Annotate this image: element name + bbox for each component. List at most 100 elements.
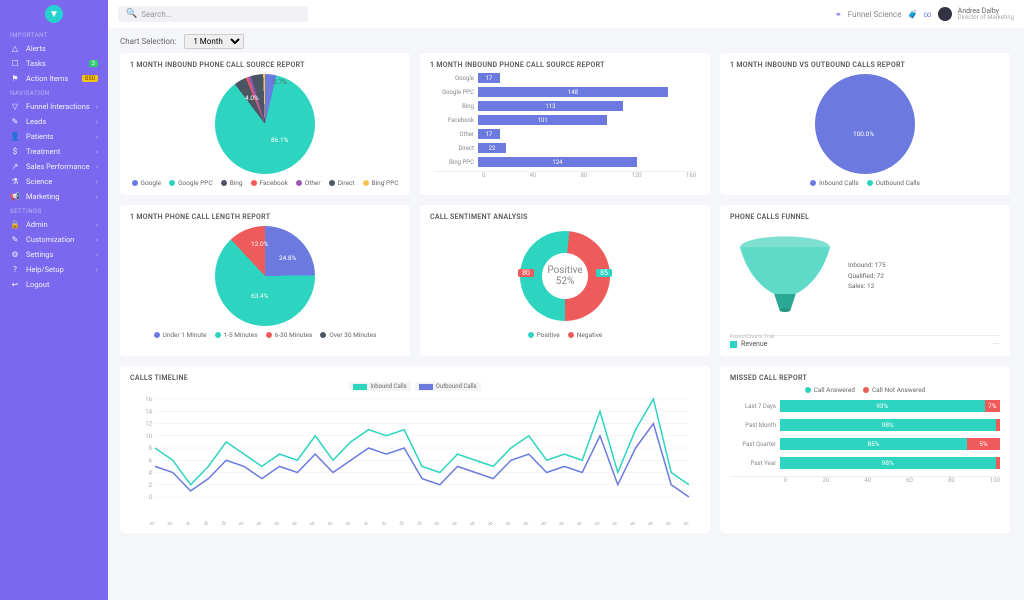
search-placeholder: Search... <box>141 10 172 19</box>
hbar-row: Facebook101 <box>434 115 696 125</box>
legend-label: Facebook <box>260 179 288 187</box>
legend-item[interactable]: Under 1 Minute <box>154 331 207 339</box>
legend-item[interactable]: Inbound Calls <box>349 382 410 391</box>
nav-item-tasks[interactable]: ☐Tasks3 <box>0 56 108 71</box>
hbar-label: Google <box>434 75 478 82</box>
legend-item[interactable]: Facebook <box>251 179 288 187</box>
funnel-stage-label: Qualified: 72 <box>848 271 886 281</box>
nav-label: Action Items <box>26 74 68 83</box>
chart-selection-select[interactable]: 1 Month <box>184 34 244 49</box>
svg-text:12: 12 <box>145 420 152 427</box>
nav-icon: △ <box>10 44 20 53</box>
card-title: 1 MONTH INBOUND PHONE CALL SOURCE REPORT <box>430 61 700 69</box>
svg-text:Sep 1st: Sep 1st <box>373 520 389 524</box>
legend-item[interactable]: Outbound Calls <box>867 179 920 187</box>
nav-label: Funnel Interactions <box>26 102 90 111</box>
pie-value-label: 4.0% <box>245 94 259 102</box>
card-title: 1 MONTH PHONE CALL LENGTH REPORT <box>130 213 400 221</box>
nav-item-customization[interactable]: ✎Customization› <box>0 232 108 247</box>
legend-item[interactable]: Positive <box>528 331 560 339</box>
nav-item-sales-performance[interactable]: ↗Sales Performance› <box>0 159 108 174</box>
more-icon[interactable]: ⋯ <box>993 340 1000 348</box>
nav-item-leads[interactable]: ✎Leads› <box>0 114 108 129</box>
legend-item[interactable]: Bing <box>221 179 243 187</box>
legend: Google Google PPC Bing Facebook Other Direct B… <box>130 179 400 187</box>
avatar[interactable] <box>938 7 952 21</box>
svg-text:Aug 19th: Aug 19th <box>139 520 157 524</box>
nav-item-action-items[interactable]: ⚑Action Items850 <box>0 71 108 86</box>
nav-label: Tasks <box>26 59 46 68</box>
missed-label: Past Year <box>730 460 780 467</box>
svg-text:Aug 31st: Aug 31st <box>353 520 371 524</box>
legend-item[interactable]: Google PPC <box>169 179 213 187</box>
legend-item[interactable]: Google <box>132 179 162 187</box>
legend-swatch <box>528 332 534 338</box>
svg-text:Aug 23rd: Aug 23rd <box>210 520 228 524</box>
nav-item-admin[interactable]: 🔒Admin› <box>0 217 108 232</box>
donut-right-value: 85 <box>596 269 612 277</box>
svg-text:10: 10 <box>145 432 152 439</box>
nav-item-patients[interactable]: 👤Patients› <box>0 129 108 144</box>
legend-label: Bing <box>230 179 243 187</box>
svg-text:Sep 15th: Sep 15th <box>620 520 637 524</box>
legend-item[interactable]: Inbound Calls <box>810 179 858 187</box>
nav-icon: ⚑ <box>10 74 20 83</box>
nav-section-title: IMPORTANT <box>0 28 108 41</box>
nav-item-logout[interactable]: ↩Logout <box>0 277 108 292</box>
link-icon[interactable]: ∞ <box>923 10 931 19</box>
svg-text:Aug 25th: Aug 25th <box>246 520 264 524</box>
axis-tick: 80 <box>581 172 588 179</box>
svg-text:Sep 16th: Sep 16th <box>638 520 655 524</box>
legend-label: Outbound Calls <box>876 179 920 187</box>
missed-label: Past Month <box>730 422 780 429</box>
legend-item[interactable]: Call Answered <box>805 386 855 394</box>
nav-label: Customization <box>26 235 74 244</box>
axis-tick: 0 <box>482 172 485 179</box>
hbar-row: Bing PPC124 <box>434 157 696 167</box>
axis-tick: 40 <box>530 172 537 179</box>
svg-text:6: 6 <box>149 457 153 464</box>
legend-item[interactable]: Direct <box>329 179 355 187</box>
svg-text:Aug 28th: Aug 28th <box>299 520 317 524</box>
chevron-right-icon: › <box>96 236 98 244</box>
legend-item[interactable]: Negative <box>568 331 603 339</box>
legend-item[interactable]: Bing PPC <box>363 179 399 187</box>
nav-item-treatment[interactable]: $Treatment› <box>0 144 108 159</box>
hbar-label: Bing PPC <box>434 159 478 166</box>
legend-item[interactable]: Outbound Calls <box>415 382 481 391</box>
nav-icon: 👤 <box>10 132 20 141</box>
legend-item[interactable]: Call Not Answered <box>863 386 925 394</box>
legend-item[interactable]: 6-30 Minutes <box>266 331 313 339</box>
brand-label[interactable]: Funnel Science <box>848 10 902 19</box>
pie-value-label: 0.7% <box>273 78 287 86</box>
pie-chart: 100.0% <box>815 74 915 174</box>
missed-not-answered <box>996 419 1000 431</box>
nav-item-alerts[interactable]: △Alerts <box>0 41 108 56</box>
hbar-label: Direct <box>434 145 478 152</box>
main: 🔍 Search... ⚭ Funnel Science 🧳 ∞ Andrea … <box>108 0 1024 600</box>
search-icon: 🔍 <box>126 9 137 19</box>
hbar-row: Google PPC148 <box>434 87 696 97</box>
legend-item[interactable]: Other <box>296 179 321 187</box>
legend-item[interactable]: Over 30 Minutes <box>320 331 376 339</box>
legend-swatch <box>320 332 326 338</box>
people-icon[interactable]: ⚭ <box>835 10 842 19</box>
svg-text:Sep 6th: Sep 6th <box>461 520 477 524</box>
svg-text:4: 4 <box>149 469 153 476</box>
nav-icon: ☐ <box>10 59 20 68</box>
pie-value-label: 24.8% <box>279 254 296 262</box>
card-title: 1 MONTH INBOUND PHONE CALL SOURCE REPORT <box>130 61 400 69</box>
nav-item-help-setup[interactable]: ?Help/Setup› <box>0 262 108 277</box>
nav-item-settings[interactable]: ⚙Settings› <box>0 247 108 262</box>
search-input[interactable]: 🔍 Search... <box>118 6 308 22</box>
logo[interactable]: ▼ <box>0 0 108 28</box>
nav-item-science[interactable]: ⚗Science› <box>0 174 108 189</box>
svg-text:Sep 10th: Sep 10th <box>531 520 548 524</box>
nav-item-marketing[interactable]: 📢Marketing› <box>0 189 108 204</box>
nav-item-funnel-interactions[interactable]: ▽Funnel Interactions› <box>0 99 108 114</box>
pie-chart: 0.7%4.0%86.1% <box>215 74 315 174</box>
svg-text:Aug 26th: Aug 26th <box>264 520 282 524</box>
legend-item[interactable]: 1-5 Minutes <box>215 331 258 339</box>
nav-icon: 🔒 <box>10 220 20 229</box>
briefcase-icon[interactable]: 🧳 <box>907 10 917 19</box>
